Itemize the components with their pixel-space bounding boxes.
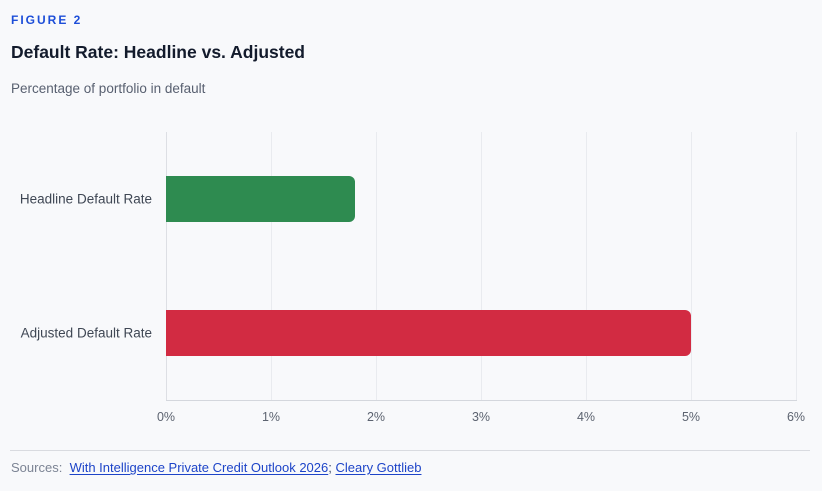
figure-label: FIGURE 2 [11,13,83,27]
gridline [481,132,482,400]
x-tick-label: 6% [786,410,806,424]
gridline [271,132,272,400]
x-tick-label: 2% [366,410,386,424]
source-link-cleary-gottlieb[interactable]: Cleary Gottlieb [335,460,422,475]
x-tick-label: 0% [156,410,176,424]
bar-headline-default-rate [166,176,355,222]
gridline [796,132,797,400]
bar-adjusted-default-rate [166,310,691,356]
sources-prefix: Sources: [11,460,63,475]
gridline [691,132,692,400]
x-tick-label: 1% [261,410,281,424]
sources-separator: ; [328,460,332,475]
category-label: Adjusted Default Rate [20,325,152,341]
sources-line: Sources: With Intelligence Private Credi… [11,460,421,475]
x-axis-line [166,400,797,401]
gridline [376,132,377,400]
bar-chart: 0% 1% 2% 3% 4% 5% 6% Headline Default Rate Adjus… [19,132,806,424]
x-tick-label: 5% [681,410,701,424]
source-link-with-intelligence[interactable]: With Intelligence Private Credit Outlook… [69,460,329,475]
x-tick-label: 3% [471,410,491,424]
plot-area [166,132,797,400]
chart-title: Default Rate: Headline vs. Adjusted [11,42,305,62]
category-label: Headline Default Rate [19,191,152,207]
y-axis-line [166,132,167,400]
x-tick-label: 4% [576,410,596,424]
chart-subtitle: Percentage of portfolio in default [11,81,206,96]
gridline [586,132,587,400]
footer-divider [10,450,810,451]
